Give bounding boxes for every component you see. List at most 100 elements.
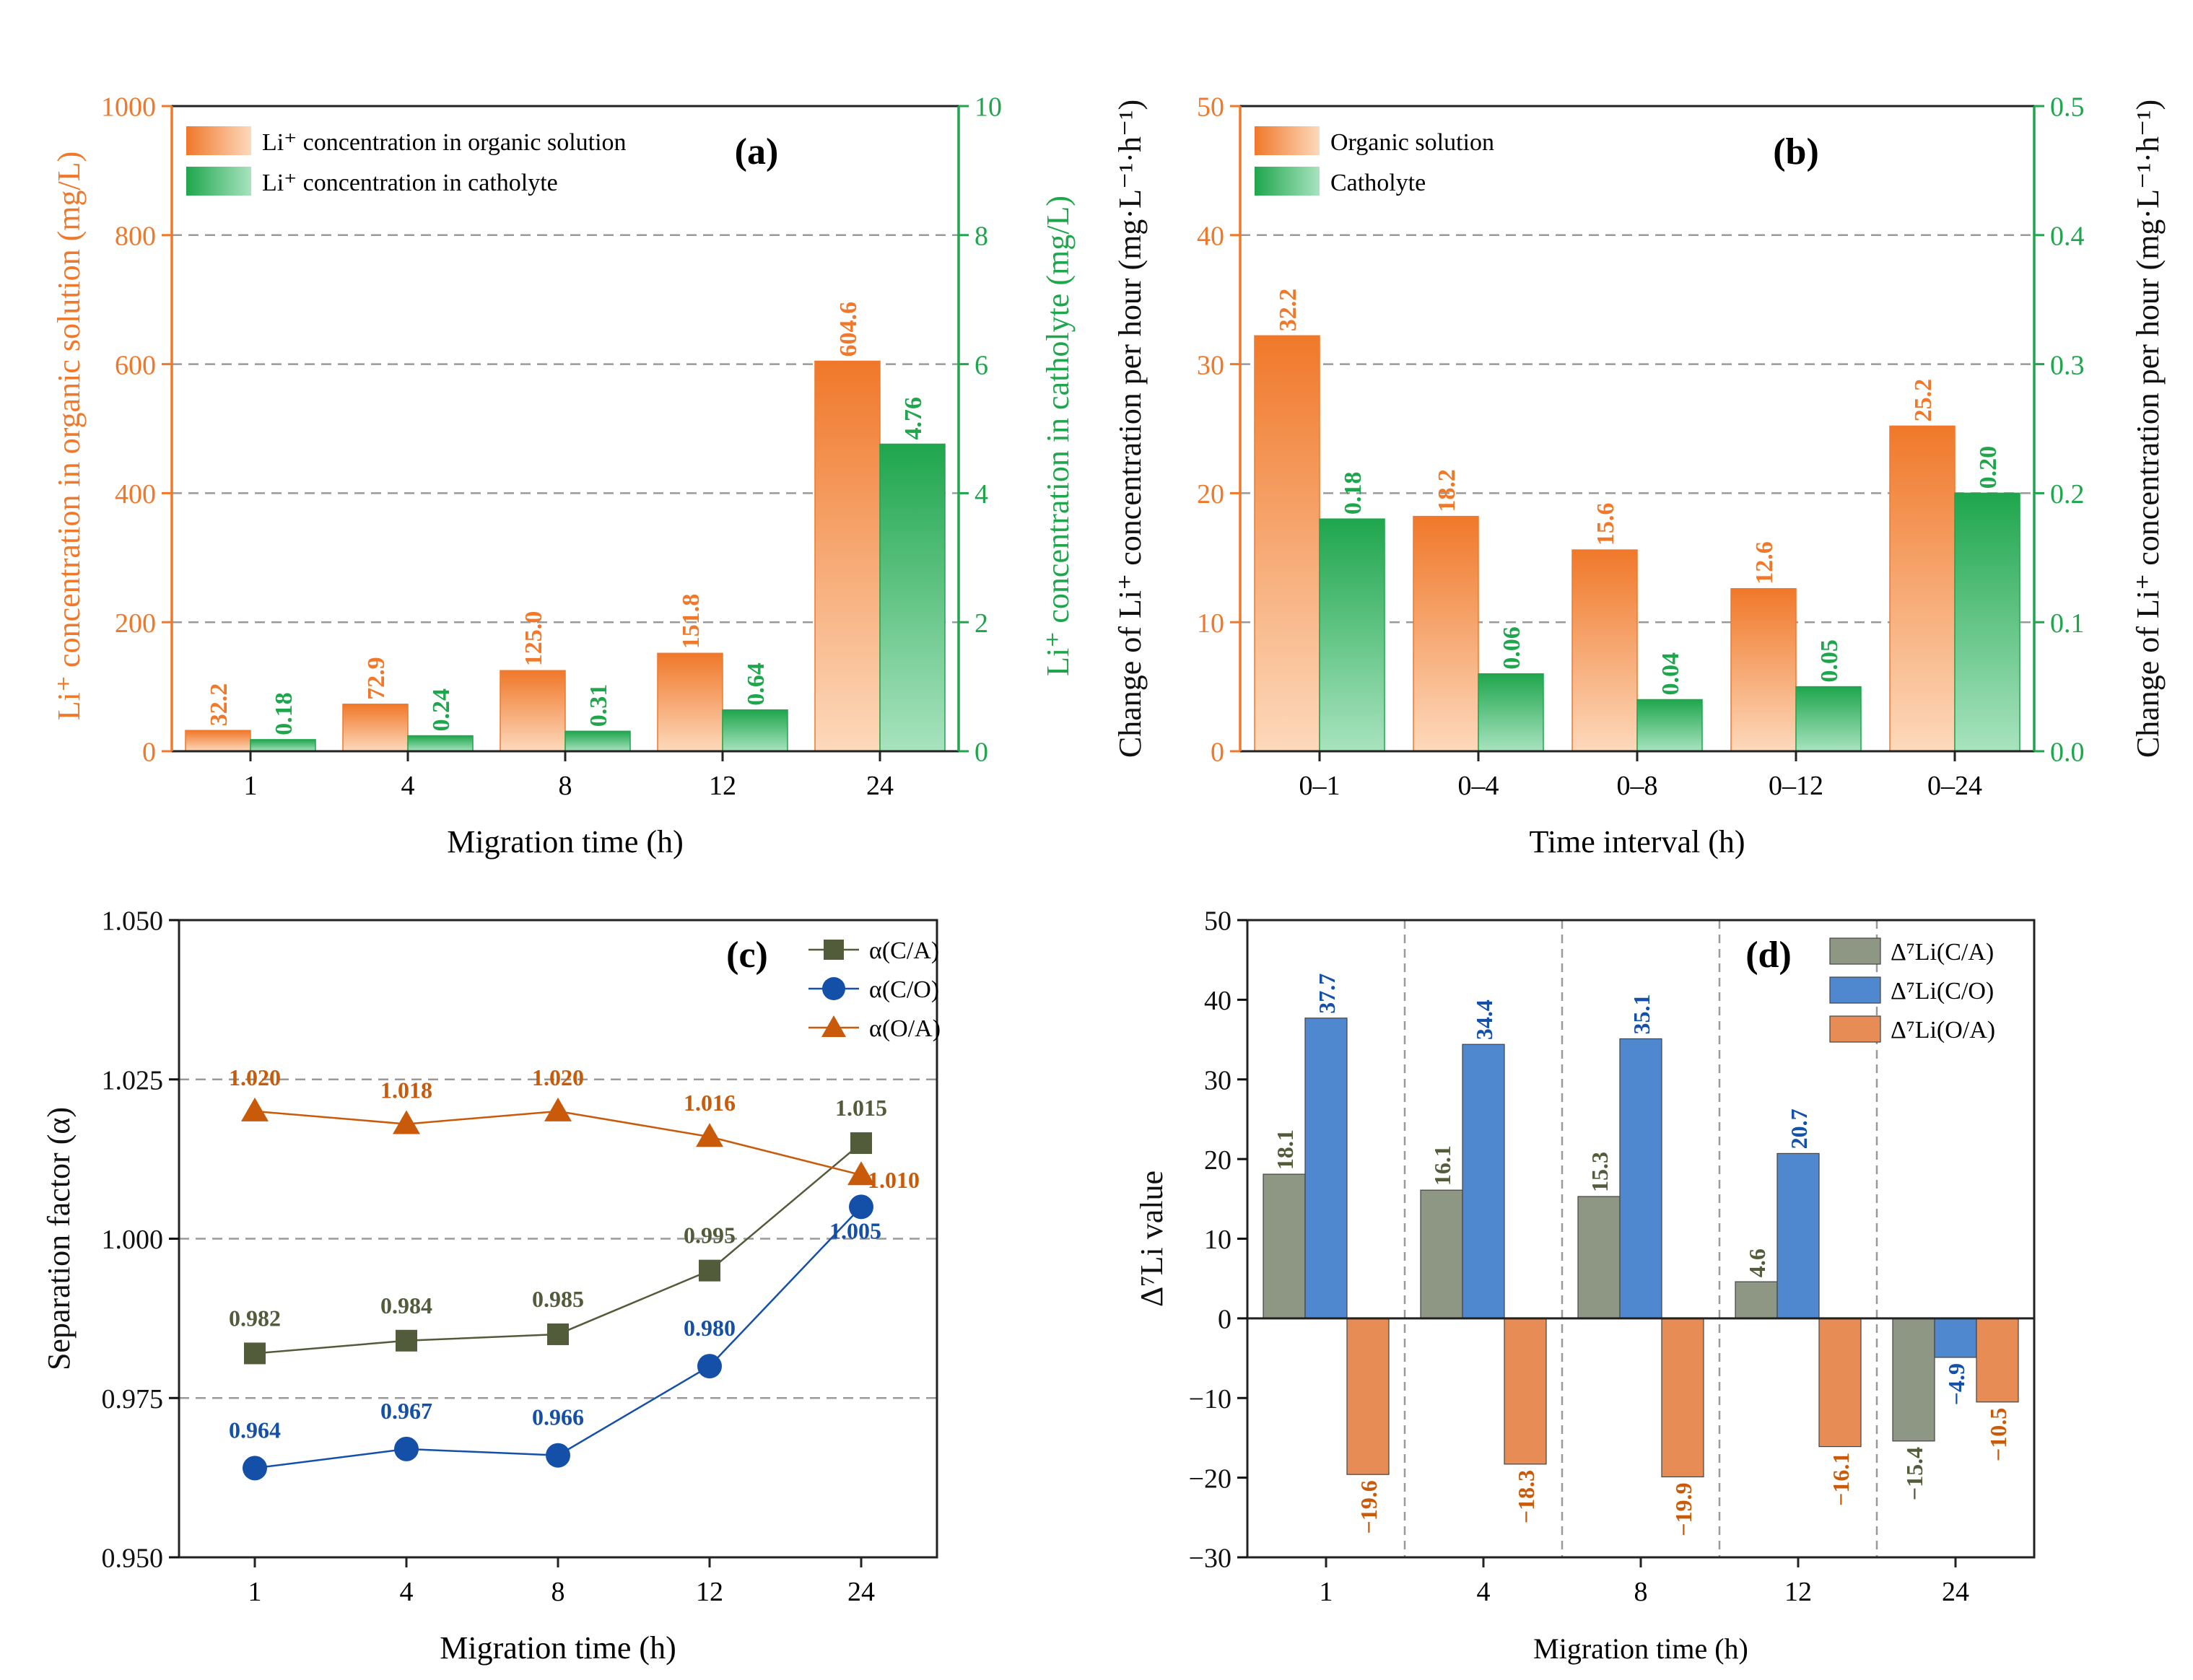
a-data-label-catholyte: 0.31 — [585, 684, 612, 727]
d-data-label: 16.1 — [1429, 1145, 1455, 1186]
b-data-label-catholyte: 0.06 — [1499, 626, 1525, 670]
c-x-tick-label: 4 — [400, 1577, 414, 1607]
d-legend-label: Δ⁷Li(C/O) — [1891, 978, 1994, 1005]
c-marker-triangle — [847, 1161, 875, 1186]
a-bar-organic — [500, 670, 566, 752]
c-data-label: 0.967 — [380, 1398, 432, 1424]
panel-c: 0.982 0.984 0.985 0.995 1.015 0.964 0.967 0.966… — [41, 906, 941, 1666]
c-legend-marker-square — [824, 940, 844, 960]
c-legend-label: α(C/A) — [869, 937, 939, 964]
d-data-label: −15.4 — [1901, 1447, 1927, 1500]
a-y-right-tick-label: 2 — [975, 608, 988, 639]
b-data-label-catholyte: 0.05 — [1816, 639, 1843, 683]
d-data-label: 34.4 — [1471, 999, 1497, 1040]
a-y-left-tick-label: 800 — [115, 221, 156, 251]
b-bar-catholyte — [1478, 673, 1544, 752]
d-legend-swatch — [1829, 937, 1881, 965]
c-marker-square — [396, 1329, 417, 1352]
a-y-left-tick-label: 0 — [142, 738, 156, 768]
d-data-label: 20.7 — [1786, 1108, 1812, 1149]
c-marker-square — [699, 1259, 720, 1282]
a-bar-catholyte — [722, 709, 788, 752]
a-bar-catholyte — [879, 443, 946, 752]
c-legend-marker-triangle — [821, 1015, 846, 1037]
c-data-label: 1.010 — [868, 1167, 920, 1193]
b-legend-swatch-organic — [1255, 126, 1320, 155]
d-x-tick-label: 24 — [1942, 1577, 1969, 1607]
c-x-axis-title: Migration time (h) — [440, 1630, 676, 1666]
d-y-tick-label: 50 — [1204, 906, 1231, 937]
b-data-label-organic: 25.2 — [1910, 379, 1937, 422]
c-legend-marker-circle — [822, 977, 845, 1000]
c-panel-label: (c) — [726, 935, 768, 976]
b-y-left-axis-title: Change of Li⁺ concentration per hour (mg… — [1112, 100, 1148, 758]
c-data-label: 1.018 — [380, 1077, 432, 1103]
d-legend-swatch — [1829, 1015, 1881, 1043]
c-y-tick-label: 1.050 — [102, 906, 164, 937]
b-y-right-tick-label: 0.4 — [2050, 221, 2085, 251]
a-data-label-organic: 151.8 — [678, 594, 705, 649]
c-x-tick-label: 12 — [696, 1577, 723, 1607]
b-data-label-catholyte: 0.04 — [1657, 652, 1684, 696]
b-x-tick-label: 0–8 — [1617, 771, 1658, 801]
b-y-right-tick-label: 0.0 — [2050, 738, 2085, 768]
d-x-axis-title: Migration time (h) — [1533, 1632, 1748, 1665]
a-y-right-tick-label: 6 — [975, 350, 988, 380]
d-data-label: 18.1 — [1272, 1129, 1298, 1170]
d-legend-label: Δ⁷Li(C/A) — [1891, 939, 1994, 966]
b-bar-organic — [1571, 549, 1638, 752]
c-data-label: 0.995 — [684, 1222, 736, 1248]
a-bar-organic — [657, 652, 723, 752]
d-bar-1 — [1420, 1189, 1463, 1319]
b-data-label-organic: 15.6 — [1592, 503, 1619, 546]
d-data-label: 37.7 — [1314, 974, 1340, 1014]
a-data-label-organic: 604.6 — [835, 302, 862, 357]
c-legend-label: α(C/O) — [869, 976, 939, 1003]
a-y-left-tick-label: 600 — [115, 350, 156, 380]
a-x-tick-label: 24 — [866, 771, 894, 801]
c-data-label: 0.964 — [229, 1417, 281, 1443]
a-panel-label: (a) — [735, 131, 779, 172]
d-data-label: 35.1 — [1629, 994, 1654, 1034]
c-marker-triangle — [393, 1110, 420, 1134]
b-panel-label: (b) — [1773, 131, 1819, 172]
d-bar-1 — [1892, 1318, 1935, 1442]
b-legend-label-organic: Organic solution — [1330, 129, 1494, 156]
b-x-axis-title: Time interval (h) — [1530, 824, 1745, 859]
d-data-label: −4.9 — [1943, 1363, 1969, 1405]
d-y-tick-label: −30 — [1189, 1544, 1231, 1574]
b-bar-organic — [1413, 515, 1479, 752]
c-marker-triangle — [241, 1097, 269, 1121]
c-y-tick-label: 0.950 — [102, 1544, 164, 1574]
d-x-tick-label: 8 — [1634, 1577, 1648, 1607]
b-y-left-tick-label: 30 — [1197, 350, 1224, 380]
d-data-label: −16.1 — [1828, 1453, 1854, 1506]
a-x-tick-label: 8 — [559, 771, 572, 801]
a-bar-catholyte — [250, 739, 316, 752]
b-y-right-axis-title: Change of Li⁺ concentration per hour (mg… — [2130, 100, 2166, 758]
c-marker-triangle — [544, 1097, 572, 1121]
b-data-label-catholyte: 0.18 — [1340, 472, 1366, 515]
d-bar-2 — [1776, 1152, 1820, 1319]
b-bar-catholyte — [1319, 518, 1385, 752]
b-legend-label-catholyte: Catholyte — [1330, 170, 1426, 196]
a-x-tick-label: 12 — [709, 771, 736, 801]
a-data-label-organic: 72.9 — [363, 657, 390, 700]
c-marker-square — [850, 1132, 872, 1155]
c-marker-square — [244, 1342, 266, 1365]
a-y-left-tick-label: 1000 — [101, 92, 156, 123]
b-y-right-tick-label: 0.5 — [2050, 92, 2085, 123]
a-x-tick-label: 4 — [401, 771, 415, 801]
d-x-tick-label: 4 — [1477, 1577, 1491, 1607]
d-bar-1 — [1735, 1281, 1778, 1319]
c-data-label: 1.020 — [229, 1064, 281, 1090]
a-y-left-tick-label: 200 — [115, 608, 156, 639]
c-legend-label: α(O/A) — [869, 1015, 941, 1042]
c-data-label: 0.985 — [532, 1286, 584, 1312]
d-y-tick-label: −10 — [1189, 1384, 1231, 1414]
c-data-label: 1.005 — [829, 1217, 881, 1243]
d-bar-1 — [1577, 1196, 1621, 1319]
a-y-right-tick-label: 8 — [975, 221, 988, 251]
c-marker-circle — [849, 1194, 873, 1220]
